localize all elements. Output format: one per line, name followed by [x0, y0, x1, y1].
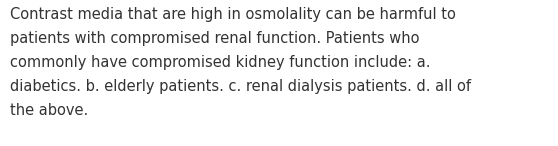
Text: Contrast media that are high in osmolality can be harmful to
patients with compr: Contrast media that are high in osmolali…	[10, 7, 471, 118]
